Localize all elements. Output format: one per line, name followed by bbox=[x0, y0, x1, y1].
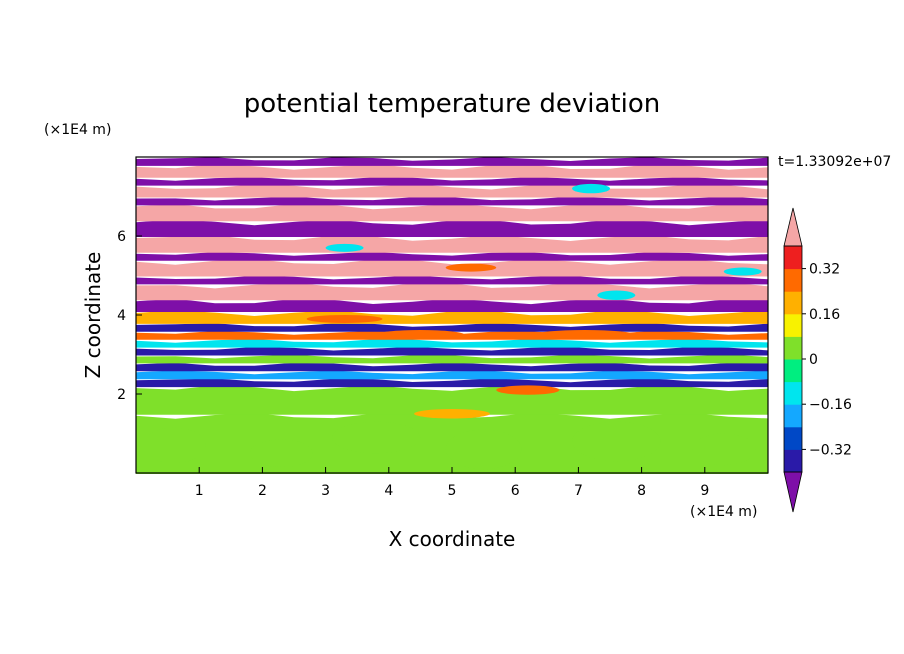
contour-patch bbox=[534, 330, 636, 340]
colorbar-segment bbox=[784, 268, 802, 292]
contour-patch bbox=[572, 421, 661, 462]
contour-band bbox=[136, 164, 768, 178]
y-tick-label: 4 bbox=[117, 308, 126, 324]
x-tick-label: 1 bbox=[195, 483, 204, 499]
contour-band bbox=[136, 282, 768, 301]
contour-band bbox=[136, 196, 768, 206]
contour-patch bbox=[445, 263, 497, 272]
x-tick-label: 4 bbox=[384, 483, 393, 499]
x-tick-label: 3 bbox=[321, 483, 330, 499]
x-axis-ticks: 1 2 3 4 5 6 7 8 9 bbox=[195, 467, 709, 499]
contour-patch bbox=[572, 183, 611, 194]
colorbar-tick-label: −0.32 bbox=[809, 442, 852, 458]
contour-patch bbox=[414, 409, 490, 419]
contour-band bbox=[136, 219, 768, 237]
contour-patch bbox=[445, 429, 522, 470]
colorbar-segment bbox=[784, 359, 802, 383]
contour-band bbox=[136, 346, 768, 356]
contour-band bbox=[136, 310, 768, 324]
x-tick-label: 2 bbox=[258, 483, 267, 499]
contour-band bbox=[136, 378, 768, 388]
contour-patch bbox=[306, 314, 383, 323]
colorbar-tick-label: 0.32 bbox=[809, 262, 840, 278]
x-tick-label: 7 bbox=[574, 483, 583, 499]
colorbar-segment bbox=[784, 404, 802, 428]
contour-band bbox=[136, 183, 768, 198]
colorbar-segment bbox=[784, 426, 802, 450]
x-axis-unit: (×1E4 m) bbox=[690, 504, 757, 520]
y-tick-label: 6 bbox=[117, 229, 126, 245]
contour-patch bbox=[597, 290, 636, 300]
colorbar-tick-label: 0 bbox=[809, 352, 818, 368]
contour-band bbox=[136, 385, 768, 415]
contour-band bbox=[136, 298, 768, 313]
contour-band bbox=[136, 370, 768, 380]
contour-band bbox=[136, 338, 768, 348]
x-tick-label: 8 bbox=[637, 483, 646, 499]
colorbar-segment bbox=[784, 291, 802, 315]
contour-patch bbox=[331, 421, 421, 454]
contour-patch bbox=[723, 267, 762, 276]
contour-band bbox=[136, 323, 768, 332]
contour-field bbox=[136, 157, 768, 474]
colorbar-top-triangle bbox=[783, 207, 803, 247]
y-axis-ticks: 2 4 6 bbox=[117, 229, 142, 403]
contour-patch bbox=[496, 385, 560, 395]
colorbar-segment bbox=[784, 246, 802, 270]
x-tick-label: 6 bbox=[511, 483, 520, 499]
chart-title: potential temperature deviation bbox=[244, 89, 660, 119]
time-label: t=1.33092e+07 bbox=[778, 154, 891, 170]
contour-band bbox=[136, 235, 768, 253]
y-axis-label: Z coordinate bbox=[81, 252, 105, 379]
colorbar-segment bbox=[784, 313, 802, 337]
y-axis-unit: (×1E4 m) bbox=[44, 122, 111, 138]
contour-band bbox=[136, 362, 768, 372]
colorbar-segment bbox=[784, 381, 802, 405]
x-axis-label: X coordinate bbox=[389, 527, 516, 551]
contour-band bbox=[136, 251, 768, 261]
contour-band bbox=[136, 275, 768, 285]
x-tick-label: 5 bbox=[448, 483, 457, 499]
contour-patch bbox=[249, 439, 313, 468]
plot-area bbox=[135, 156, 769, 474]
y-tick-label: 2 bbox=[117, 387, 126, 403]
colorbar-bottom-triangle bbox=[783, 471, 803, 513]
contour-band bbox=[136, 203, 768, 222]
contour-band bbox=[136, 354, 768, 364]
colorbar-tick-label: 0.16 bbox=[809, 307, 840, 323]
contour-band bbox=[136, 176, 768, 186]
contour-patch bbox=[692, 433, 756, 466]
colorbar-segment bbox=[784, 449, 802, 473]
colorbar: 0.32 0.16 0 −0.16 −0.32 bbox=[783, 207, 852, 513]
colorbar-segment bbox=[784, 336, 802, 360]
contour-patch bbox=[325, 243, 364, 252]
contour-patch bbox=[376, 330, 465, 340]
colorbar-tick-label: −0.16 bbox=[809, 397, 852, 413]
x-tick-label: 9 bbox=[700, 483, 709, 499]
contour-band bbox=[136, 157, 768, 166]
contour-patch bbox=[142, 427, 206, 464]
